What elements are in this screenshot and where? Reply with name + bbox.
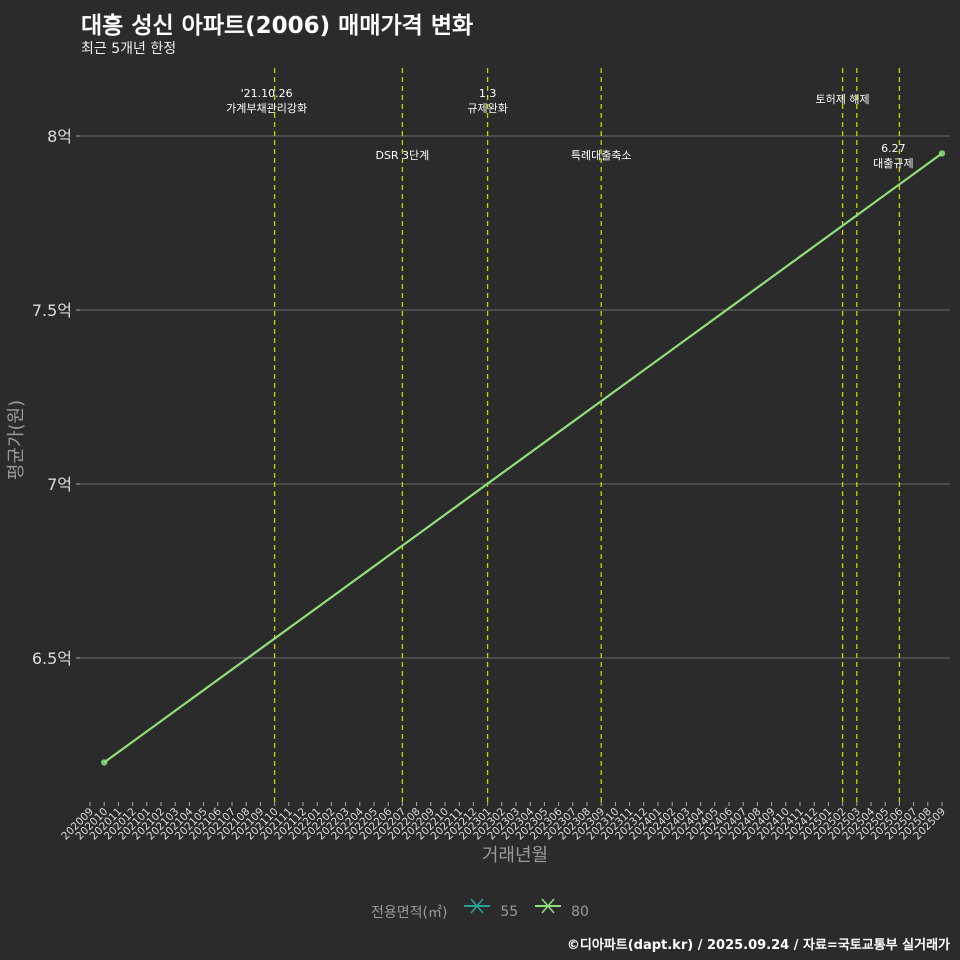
policy-event-label: 규제완화 (467, 102, 507, 115)
policy-event-label: 토허제 해제 (816, 92, 870, 106)
series-line-80 (103, 152, 943, 764)
legend-label-80: 80 (571, 904, 589, 920)
policy-event-label: DSR 3단계 (375, 149, 429, 162)
legend-label-55: 55 (500, 904, 519, 920)
x-axis-title: 거래년월 (482, 845, 548, 866)
policy-event-label: 가계부채관리강화 (226, 102, 307, 115)
data-point-80 (101, 759, 108, 766)
legend: 전용면적(㎡) 55 80 (0, 896, 960, 922)
y-tick-label: 7억 (47, 475, 72, 494)
policy-event-label: 1.3 (479, 87, 497, 100)
y-tick-label: 7.5억 (32, 301, 72, 320)
data-point-80 (938, 150, 946, 157)
y-tick-label: 8억 (47, 127, 72, 146)
chart-subtitle: 최근 5개년 한정 (81, 41, 177, 57)
policy-event-label: 특례대출축소 (571, 149, 632, 162)
policy-event-label: 대출규제 (873, 157, 913, 170)
policy-event-label: '21.10.26 (241, 87, 293, 100)
source-caption: ©디아파트(dapt.kr) / 2025.09.24 / 자료=국토교통부 실… (566, 938, 950, 953)
chart-title: 대흥 성신 아파트(2006) 매매가격 변화 (81, 13, 474, 39)
legend-key-55-icon (463, 898, 490, 914)
y-tick-label: 6.5억 (32, 649, 72, 668)
policy-event-label: 6.27 (881, 142, 906, 155)
legend-title: 전용면적(㎡) (371, 905, 448, 921)
legend-key-80-icon (534, 898, 561, 914)
y-axis-title: 평균가(원) (6, 400, 27, 480)
